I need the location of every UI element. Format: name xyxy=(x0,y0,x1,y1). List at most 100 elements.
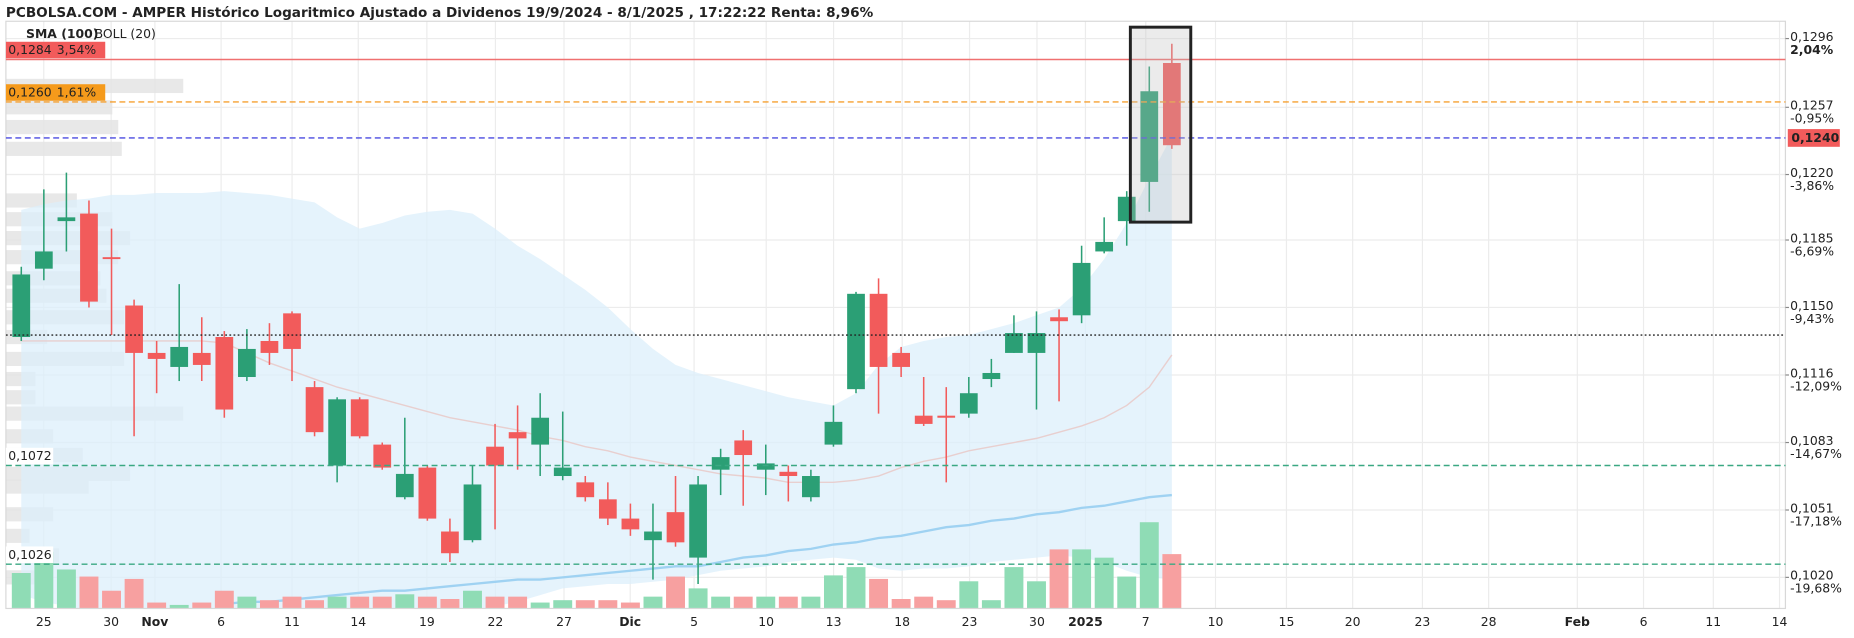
x-tick-label: 30 xyxy=(103,614,119,629)
volume-bar xyxy=(801,596,821,609)
y-tick-label: 0,1185 xyxy=(1790,230,1833,245)
candle-body xyxy=(1095,241,1114,252)
volume-bar xyxy=(688,588,708,609)
volume-bar xyxy=(620,602,640,609)
y-tick-change: 2,04% xyxy=(1790,42,1834,57)
volume-bar xyxy=(282,596,302,609)
legend-item: SMA (100) xyxy=(26,26,98,41)
volume-bar xyxy=(350,596,370,609)
volume-bar xyxy=(914,596,934,609)
x-tick-label: 25 xyxy=(36,614,52,629)
candle-body xyxy=(1140,91,1159,182)
candle-body xyxy=(892,352,910,367)
volume-bar xyxy=(102,590,121,609)
volume-bar xyxy=(1139,522,1159,609)
candle-body xyxy=(598,499,617,519)
volume-bar xyxy=(1004,567,1024,609)
candle-body xyxy=(305,387,324,433)
x-tick-label: 14 xyxy=(350,614,366,629)
x-tick-label: 6 xyxy=(1640,614,1648,629)
candle-body xyxy=(959,393,978,414)
candle-body xyxy=(102,257,121,260)
x-tick-label: 27 xyxy=(556,614,572,629)
volume-bar xyxy=(79,576,99,609)
x-tick-label: 14 xyxy=(1772,614,1788,629)
volume-bar xyxy=(1162,554,1182,609)
candle-body xyxy=(192,352,211,365)
level-label: 0,1260 xyxy=(8,85,52,100)
volume-bar xyxy=(169,604,189,609)
volume-bar xyxy=(56,569,76,609)
candle-body xyxy=(666,512,685,543)
y-tick-change: -19,68% xyxy=(1790,581,1842,596)
candle-body xyxy=(125,305,143,353)
candle-body xyxy=(1027,333,1046,353)
y-tick-label: 0,1296 xyxy=(1790,29,1834,44)
volume-profile-bar xyxy=(5,100,113,115)
candle-body xyxy=(914,415,933,424)
candle-body xyxy=(1050,317,1068,322)
x-tick-label: 5 xyxy=(690,614,698,629)
volume-bar xyxy=(733,596,753,609)
volume-bar xyxy=(1117,576,1137,609)
volume-bar xyxy=(11,573,31,609)
volume-bar xyxy=(237,596,257,609)
x-tick-label: Dic xyxy=(619,614,641,629)
volume-bar xyxy=(395,594,415,609)
y-tick-label: 0,1083 xyxy=(1790,433,1833,448)
x-tick-label: 19 xyxy=(419,614,435,629)
candle-body xyxy=(553,467,572,477)
candle-body xyxy=(441,531,459,554)
candle-body xyxy=(802,476,820,498)
volume-bar xyxy=(1072,549,1092,609)
y-tick-label: 0,1257 xyxy=(1790,98,1833,113)
chart-title: PCBOLSA.COM - AMPER Histórico Logaritmic… xyxy=(6,5,874,21)
volume-bar xyxy=(530,602,550,609)
volume-bar xyxy=(485,596,505,609)
x-tick-label: 13 xyxy=(826,614,842,629)
volume-bar xyxy=(553,600,573,609)
candle-body xyxy=(34,251,53,269)
volume-bar xyxy=(259,600,279,609)
volume-bar xyxy=(508,596,528,609)
candle-body xyxy=(847,293,865,390)
candle-body xyxy=(982,372,1001,380)
candle-body xyxy=(937,415,956,418)
candle-body xyxy=(644,531,662,541)
x-tick-label: 23 xyxy=(1415,614,1431,629)
x-tick-label: 30 xyxy=(1029,614,1045,629)
candle-body xyxy=(260,340,279,353)
y-tick-label: 0,1220 xyxy=(1790,165,1834,180)
y-tick-label: 0,1116 xyxy=(1790,365,1834,380)
x-tick-label: 2025 xyxy=(1068,614,1103,629)
volume-bar xyxy=(327,596,347,609)
bollinger-band xyxy=(21,136,1172,609)
y-tick-change: -0,95% xyxy=(1790,111,1834,126)
candle-body xyxy=(734,440,753,456)
y-tick-label: 0,1051 xyxy=(1790,500,1833,515)
candle-body xyxy=(689,484,707,558)
volume-bar xyxy=(34,551,54,609)
y-tick-label: 0,1020 xyxy=(1790,568,1834,583)
candle-body xyxy=(1005,333,1023,353)
volume-bar xyxy=(756,596,776,609)
volume-bar xyxy=(417,596,437,609)
y-tick-change: -17,18% xyxy=(1790,513,1842,528)
volume-profile-bar xyxy=(5,119,119,135)
x-tick-label: Nov xyxy=(141,614,168,629)
level-label-box xyxy=(5,447,54,465)
candle-body xyxy=(711,457,730,470)
volume-bar xyxy=(711,596,731,609)
volume-bar xyxy=(1049,549,1069,609)
volume-bar xyxy=(124,578,144,609)
volume-bar xyxy=(575,600,595,609)
x-tick-label: 10 xyxy=(758,614,774,629)
volume-bar xyxy=(959,581,979,609)
level-label: 0,1240 xyxy=(1791,130,1839,145)
volume-bar xyxy=(666,576,685,609)
volume-bar xyxy=(598,600,618,609)
x-tick-label: 11 xyxy=(1705,614,1721,629)
volume-bar xyxy=(214,590,234,609)
candle-body xyxy=(621,518,640,530)
